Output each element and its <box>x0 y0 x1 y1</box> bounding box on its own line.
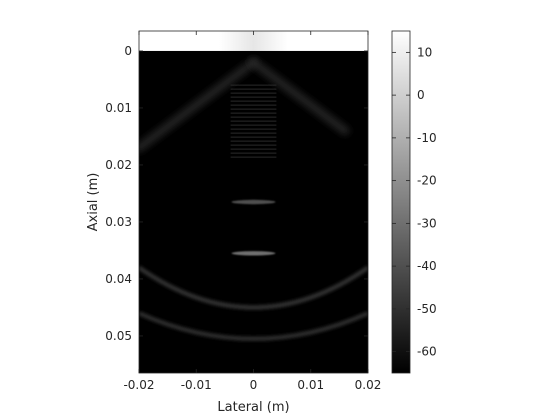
colorbar-frame <box>391 30 411 374</box>
x-axis-label: Lateral (m) <box>217 400 289 415</box>
colorbar-tick-label: -40 <box>417 259 437 273</box>
y-axis: 0 0.01 0.02 0.03 0.04 0.05 <box>105 44 368 343</box>
x-tick-label: -0.01 <box>181 378 212 392</box>
image-feature-arc <box>139 265 368 310</box>
y-tick-label: 0.02 <box>105 158 132 172</box>
image-feature-point-target <box>231 199 276 205</box>
x-tick-label: -0.02 <box>123 378 154 392</box>
y-tick-label: 0.01 <box>105 101 132 115</box>
x-tick-label: 0 <box>250 378 258 392</box>
image-panel <box>139 31 368 373</box>
image-feature-diagonal-wave <box>249 57 350 136</box>
x-tick-label: 0.01 <box>297 378 324 392</box>
y-tick-label: 0.04 <box>105 272 132 286</box>
colorbar-tick-label: -50 <box>417 302 437 316</box>
colorbar-tick-label: -60 <box>417 345 437 359</box>
image-feature-arc <box>139 311 368 341</box>
y-tick-label: 0 <box>124 44 132 58</box>
y-tick-label: 0.05 <box>105 329 132 343</box>
image-feature-point-target <box>231 251 276 256</box>
image-feature-diagonal-wave <box>139 57 258 153</box>
colorbar: 10 0 -10 -20 -30 -40 -50 -60 <box>391 30 437 374</box>
colorbar-tick-label: -30 <box>417 216 437 230</box>
y-axis-label: Axial (m) <box>86 173 101 232</box>
x-axis: -0.02 -0.01 0 0.01 0.02 <box>123 31 381 392</box>
y-tick-label: 0.03 <box>105 215 132 229</box>
colorbar-tick-label: 10 <box>417 45 432 59</box>
colorbar-tick-label: -20 <box>417 174 437 188</box>
x-tick-label: 0.02 <box>355 378 382 392</box>
colorbar-ticks: 10 0 -10 -20 -30 -40 -50 -60 <box>392 45 437 359</box>
colorbar-gradient <box>392 31 410 373</box>
image-features <box>139 31 368 341</box>
colorbar-tick-label: -10 <box>417 131 437 145</box>
image-feature-vertical-artifact <box>230 84 277 158</box>
image-feature-near-field-saturation <box>139 31 368 51</box>
colorbar-tick-label: 0 <box>417 88 425 102</box>
